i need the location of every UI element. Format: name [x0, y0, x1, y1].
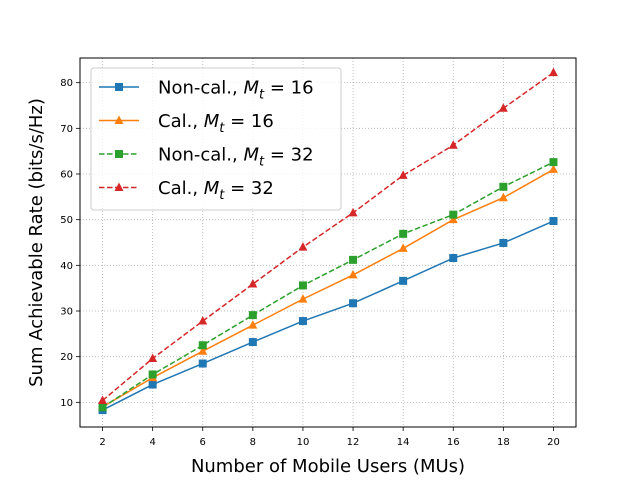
y-tick-label: 20	[60, 352, 73, 363]
data-point	[498, 192, 508, 202]
data-point	[548, 67, 558, 77]
x-tick-label: 2	[99, 437, 105, 448]
legend-label-var: M	[243, 78, 259, 99]
data-point	[499, 182, 508, 191]
legend-label: Non-cal., Mt = 16	[158, 78, 314, 103]
y-tick-label: 40	[60, 261, 73, 272]
legend-label-main: Cal.,	[158, 111, 204, 132]
data-point	[549, 217, 558, 226]
series-3	[98, 67, 558, 405]
series-line	[102, 161, 554, 408]
data-point	[298, 242, 308, 251]
data-point	[399, 229, 408, 238]
data-point	[198, 359, 207, 368]
x-axis-ticks: 2 4 6 8 10 12 14 16 18 20	[99, 427, 560, 448]
data-point	[449, 210, 458, 219]
legend-entry-0: Non-cal., Mt = 16	[99, 78, 314, 103]
y-tick-label: 50	[60, 215, 73, 226]
legend-box	[90, 67, 342, 211]
x-tick-label: 8	[250, 437, 256, 448]
data-point	[248, 338, 257, 347]
x-tick-label: 18	[497, 437, 510, 448]
legend-label: Non-cal., Mt = 32	[158, 145, 314, 170]
series-layer	[98, 67, 558, 415]
data-point	[298, 294, 308, 303]
data-point	[448, 140, 458, 149]
y-tick-label: 30	[60, 307, 73, 318]
y-axis-ticks: 10 20 30 40 50 60 70 80	[60, 78, 80, 409]
data-point	[548, 164, 558, 173]
data-point	[148, 370, 157, 379]
legend-label: Cal., Mt = 16	[158, 111, 274, 136]
data-point	[398, 243, 408, 252]
y-tick-label: 10	[60, 398, 73, 409]
y-tick-label: 80	[60, 78, 73, 89]
data-point	[248, 311, 257, 320]
legend-entry-3: Cal., Mt = 32	[99, 178, 274, 203]
series-1	[98, 164, 558, 411]
legend-marker	[114, 115, 124, 124]
data-point	[98, 395, 108, 405]
data-point	[499, 238, 508, 247]
data-point	[298, 317, 307, 326]
data-point	[399, 276, 408, 285]
data-point	[349, 255, 358, 264]
data-point	[248, 279, 258, 288]
data-point	[198, 346, 208, 355]
plot-frame	[79, 57, 577, 428]
data-point	[498, 103, 508, 112]
data-point	[449, 254, 458, 263]
legend-marker	[115, 150, 123, 158]
data-point	[349, 299, 358, 308]
legend-label-var: M	[243, 145, 259, 166]
x-tick-label: 14	[397, 437, 410, 448]
y-tick-label: 70	[60, 124, 73, 135]
legend-marker	[115, 83, 123, 91]
x-tick-label: 10	[297, 437, 310, 448]
data-point	[348, 269, 358, 279]
legend-label-main: Non-cal.,	[158, 145, 243, 166]
data-point	[98, 403, 107, 412]
y-axis-label: Sum Achievable Rate (bits/s/Hz)	[26, 98, 47, 387]
x-axis-label: Number of Mobile Users (MUs)	[191, 456, 465, 477]
data-point	[148, 353, 158, 362]
x-tick-label: 6	[200, 437, 206, 448]
legend-label-main: Non-cal.,	[158, 78, 243, 99]
data-point	[549, 158, 558, 167]
data-point	[448, 214, 458, 224]
data-point	[198, 316, 208, 325]
legend-label-eq: = 16	[264, 78, 313, 99]
legend-label-sub: t	[219, 121, 225, 136]
x-tick-label: 16	[447, 437, 460, 448]
data-point	[298, 281, 307, 290]
series-line	[102, 72, 554, 402]
legend-entry-2: Non-cal., Mt = 32	[99, 145, 314, 170]
y-tick-label: 60	[60, 169, 73, 180]
legend-label-var: M	[204, 111, 220, 132]
legend-marker	[114, 182, 124, 191]
data-point	[248, 320, 258, 329]
series-2	[98, 158, 558, 412]
legend-label-eq: = 32	[224, 178, 273, 199]
legend-label-eq: = 16	[224, 111, 273, 132]
series-line	[102, 220, 554, 411]
legend-label-main: Cal.,	[158, 178, 204, 199]
x-tick-label: 4	[149, 437, 155, 448]
legend-label-eq: = 32	[264, 145, 313, 166]
legend-label-sub: t	[259, 155, 265, 170]
legend-label-var: M	[204, 178, 220, 199]
legend-label-sub: t	[219, 188, 225, 203]
series-line	[102, 168, 554, 408]
data-point	[398, 170, 408, 179]
legend-label-sub: t	[259, 88, 265, 103]
x-tick-label: 12	[347, 437, 360, 448]
data-point	[348, 207, 358, 217]
x-tick-label: 20	[547, 437, 560, 448]
data-point	[198, 341, 207, 350]
data-point	[148, 380, 157, 389]
legend-label: Cal., Mt = 32	[158, 178, 274, 203]
legend-entry-1: Cal., Mt = 16	[99, 111, 274, 136]
